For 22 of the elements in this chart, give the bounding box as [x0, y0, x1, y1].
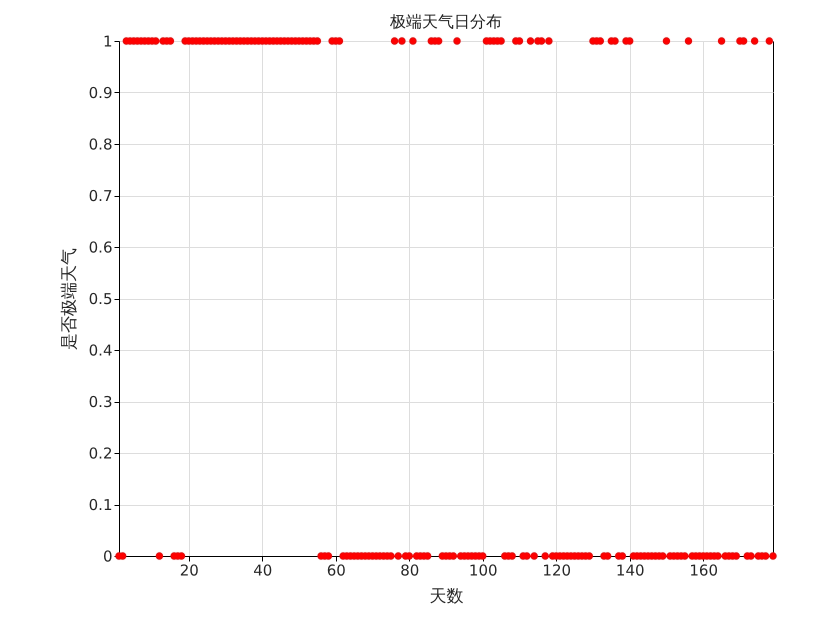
x-axis-title: 天数 — [430, 586, 464, 606]
y-tick-label: 1 — [102, 32, 112, 50]
y-tick-label: 0.4 — [88, 342, 112, 360]
x-tick-label: 140 — [616, 562, 645, 580]
y-tick-label: 0.3 — [88, 393, 112, 411]
x-tick-label: 40 — [253, 562, 272, 580]
y-tick-label: 0.5 — [88, 290, 112, 308]
y-axis-title: 是否极端天气 — [60, 248, 80, 350]
x-tick-label: 160 — [689, 562, 718, 580]
y-tick-label: 0 — [102, 548, 112, 566]
y-tick-label: 0.2 — [88, 444, 112, 462]
y-tick-label: 0.1 — [88, 496, 112, 514]
x-tick-label: 60 — [326, 562, 346, 580]
x-tick-label: 100 — [468, 562, 498, 580]
chart-title: 极端天气日分布 — [389, 12, 502, 31]
y-tick-label: 0.9 — [88, 84, 112, 102]
x-tick-label: 20 — [180, 562, 199, 580]
y-tick-label: 0.7 — [88, 187, 112, 205]
y-tick-label: 0.8 — [88, 136, 112, 154]
y-tick-label: 0.6 — [88, 238, 112, 256]
x-tick-label: 80 — [400, 562, 420, 580]
x-tick-label: 120 — [542, 562, 572, 580]
